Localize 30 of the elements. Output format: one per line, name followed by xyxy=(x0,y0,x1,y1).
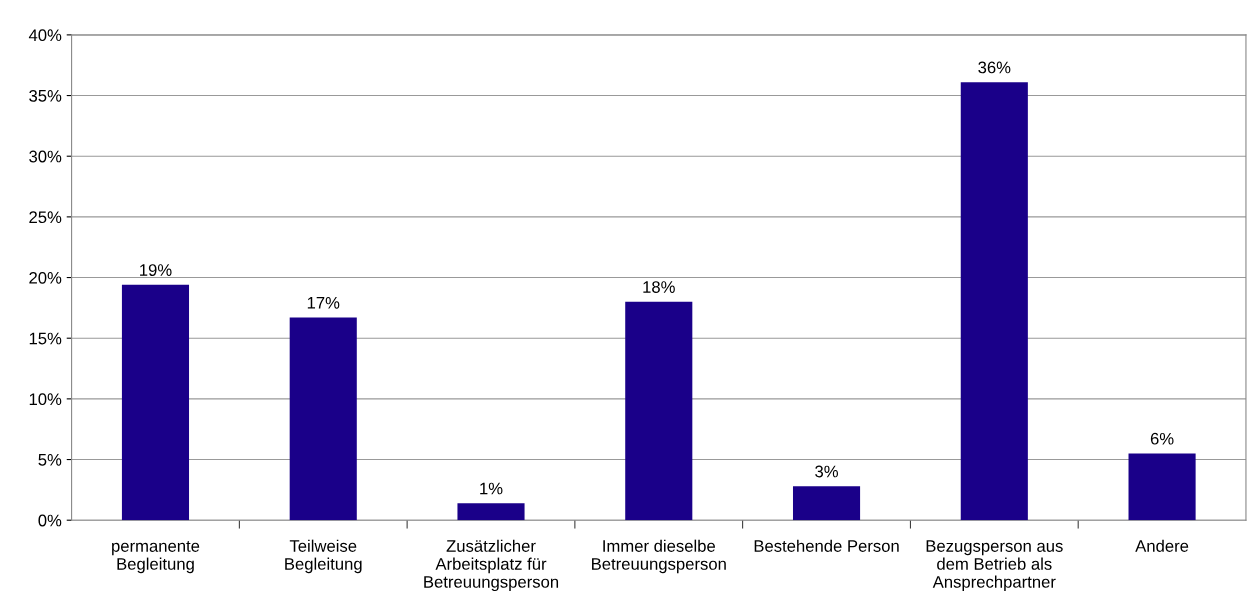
y-tick-label: 25% xyxy=(29,211,62,224)
x-tick-label: Immer dieselbe Betreuungsperson xyxy=(592,539,726,574)
bar xyxy=(625,301,693,521)
data-label: 1% xyxy=(480,482,503,495)
y-tick-label: 30% xyxy=(29,150,62,163)
bar xyxy=(121,284,190,521)
y-tick-label: 15% xyxy=(29,332,62,345)
y-tick-label: 10% xyxy=(29,393,62,406)
y-tick-label: 20% xyxy=(29,271,62,284)
x-tick-label: Teilweise Begleitung xyxy=(285,539,362,574)
x-tick-label: Bestehende Person xyxy=(754,539,899,552)
data-label: 36% xyxy=(978,61,1011,74)
y-tick-label: 5% xyxy=(38,454,62,466)
data-label: 18% xyxy=(643,281,675,293)
data-label: 6% xyxy=(1150,432,1174,445)
x-tick-label: permanente Begleitung xyxy=(112,540,200,574)
bar xyxy=(457,503,525,521)
y-tick-label: 0% xyxy=(38,514,62,527)
bar xyxy=(792,486,861,521)
x-tick-label: Bezugsperson aus dem Betrieb als Ansprechpartner xyxy=(926,540,1063,592)
bar xyxy=(1128,453,1196,521)
y-tick-label: 40% xyxy=(28,29,62,42)
data-label: 3% xyxy=(815,465,838,478)
x-tick-label: Andere xyxy=(1135,539,1189,552)
x-tick-label: Zusätzlicher Arbeitsplatz für Betreuungsperson xyxy=(424,539,559,592)
data-label: 19% xyxy=(140,264,172,276)
bar xyxy=(289,317,357,521)
y-tick-label: 35% xyxy=(29,89,62,102)
data-label: 17% xyxy=(307,297,340,309)
bar xyxy=(960,82,1028,521)
